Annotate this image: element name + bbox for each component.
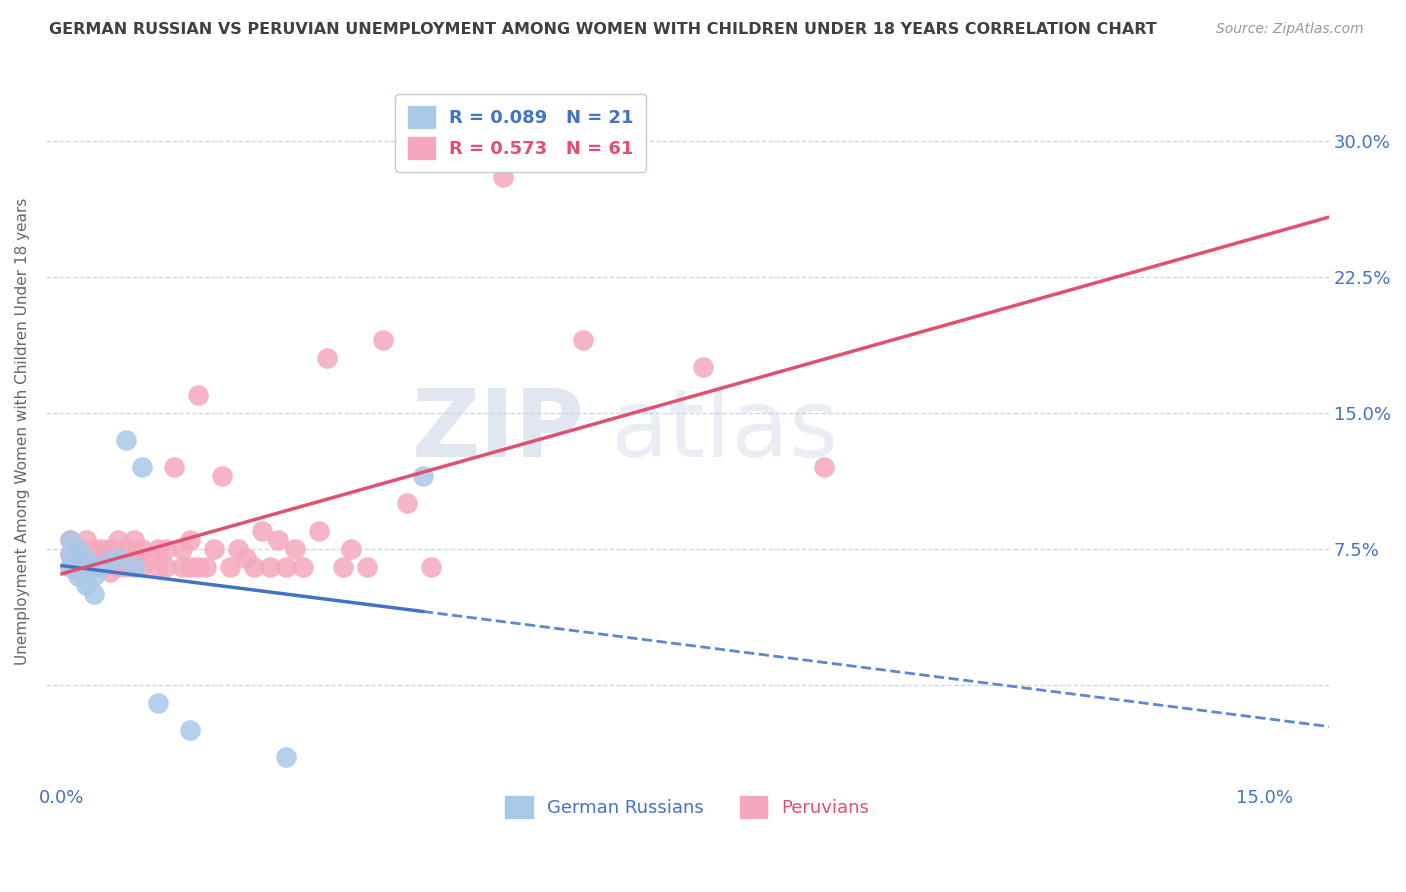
Point [115, 541, 138, 556]
Point [172, 541, 194, 556]
Legend: German Russians, Peruvians: German Russians, Peruvians [498, 789, 876, 825]
Point [59, 547, 82, 561]
Point [67, 566, 90, 580]
Point [91, 560, 114, 574]
Point [67, 554, 90, 568]
Point [131, 460, 153, 475]
Point [91, 541, 114, 556]
Point [59, 533, 82, 547]
Y-axis label: Unemployment Among Women with Children Under 18 years: Unemployment Among Women with Children U… [15, 197, 30, 665]
Point [315, 351, 337, 366]
Point [371, 333, 394, 347]
Text: atlas: atlas [610, 385, 838, 477]
Point [148, 696, 170, 710]
Point [179, 560, 201, 574]
Point [67, 569, 90, 583]
Text: Source: ZipAtlas.com: Source: ZipAtlas.com [1216, 22, 1364, 37]
Point [412, 469, 434, 483]
Point [75, 550, 97, 565]
Point [356, 560, 378, 574]
Point [419, 560, 441, 574]
Point [59, 547, 82, 561]
Point [187, 387, 209, 401]
Point [211, 469, 233, 483]
Point [67, 541, 90, 556]
Point [115, 560, 138, 574]
Point [179, 533, 201, 547]
Point [75, 560, 97, 574]
Point [195, 560, 218, 574]
Point [179, 723, 201, 737]
Point [492, 170, 515, 185]
Point [91, 560, 114, 574]
Point [67, 541, 90, 556]
Point [813, 460, 835, 475]
Point [692, 360, 714, 375]
Point [291, 560, 314, 574]
Point [98, 541, 121, 556]
Point [83, 541, 105, 556]
Point [148, 541, 170, 556]
Point [259, 560, 281, 574]
Point [98, 554, 121, 568]
Point [332, 560, 354, 574]
Point [75, 550, 97, 565]
Point [572, 333, 595, 347]
Point [122, 560, 145, 574]
Point [83, 560, 105, 574]
Point [339, 541, 361, 556]
Point [122, 550, 145, 565]
Point [75, 533, 97, 547]
Point [187, 560, 209, 574]
Point [83, 587, 105, 601]
Point [75, 560, 97, 574]
Point [83, 569, 105, 583]
Point [202, 541, 225, 556]
Text: ZIP: ZIP [412, 385, 585, 477]
Point [131, 541, 153, 556]
Point [59, 560, 82, 574]
Point [308, 524, 330, 538]
Point [107, 550, 129, 565]
Point [59, 533, 82, 547]
Point [276, 750, 298, 764]
Point [155, 541, 177, 556]
Point [148, 560, 170, 574]
Point [122, 533, 145, 547]
Text: GERMAN RUSSIAN VS PERUVIAN UNEMPLOYMENT AMONG WOMEN WITH CHILDREN UNDER 18 YEARS: GERMAN RUSSIAN VS PERUVIAN UNEMPLOYMENT … [49, 22, 1157, 37]
Point [228, 541, 250, 556]
Point [115, 433, 138, 447]
Point [107, 533, 129, 547]
Point [243, 560, 266, 574]
Point [98, 566, 121, 580]
Point [107, 550, 129, 565]
Point [219, 560, 242, 574]
Point [98, 550, 121, 565]
Point [172, 560, 194, 574]
Point [395, 496, 418, 510]
Point [283, 541, 305, 556]
Point [267, 533, 290, 547]
Point [139, 550, 162, 565]
Point [59, 560, 82, 574]
Point [235, 550, 257, 565]
Point [155, 560, 177, 574]
Point [163, 460, 186, 475]
Point [276, 560, 298, 574]
Point [107, 560, 129, 574]
Point [252, 524, 274, 538]
Point [75, 578, 97, 592]
Point [131, 560, 153, 574]
